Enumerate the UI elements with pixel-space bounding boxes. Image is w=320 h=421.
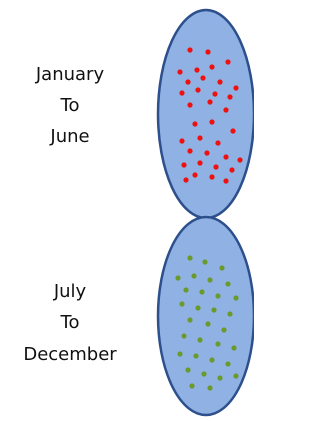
dot — [179, 138, 184, 143]
dot — [225, 281, 230, 286]
dot — [223, 154, 228, 159]
dot — [192, 121, 197, 126]
bottom-label-line: To — [60, 312, 80, 333]
dot — [219, 265, 224, 270]
dot — [205, 321, 210, 326]
dot — [221, 327, 226, 332]
dot — [195, 305, 200, 310]
dot — [181, 162, 186, 167]
dot — [193, 353, 198, 358]
bottom-label-line: December — [23, 344, 117, 365]
dot — [187, 47, 192, 52]
dot — [217, 375, 222, 380]
top-oval — [158, 10, 254, 218]
dot — [230, 128, 235, 133]
dot — [233, 373, 238, 378]
dot — [209, 357, 214, 362]
dot — [237, 157, 242, 162]
dot — [233, 85, 238, 90]
dot — [215, 341, 220, 346]
dot — [225, 361, 230, 366]
diagram: January To June July To December — [0, 0, 254, 421]
dot — [187, 102, 192, 107]
dot — [199, 289, 204, 294]
top-label-line: June — [49, 126, 89, 147]
dot — [181, 333, 186, 338]
dot — [197, 160, 202, 165]
dot — [215, 140, 220, 145]
dot — [209, 119, 214, 124]
dot — [177, 69, 182, 74]
dot — [223, 107, 228, 112]
dot — [187, 148, 192, 153]
dot — [215, 293, 220, 298]
dot — [217, 79, 222, 84]
dot — [225, 59, 230, 64]
dot — [200, 75, 205, 80]
dot — [212, 91, 217, 96]
dot — [183, 287, 188, 292]
dot — [202, 259, 207, 264]
dot — [213, 164, 218, 169]
dot — [207, 99, 212, 104]
dot — [223, 178, 228, 183]
dot — [175, 275, 180, 280]
dot — [209, 64, 214, 69]
dot — [207, 385, 212, 390]
dot — [187, 255, 192, 260]
dot — [177, 351, 182, 356]
dot — [229, 167, 234, 172]
dot — [211, 307, 216, 312]
dot — [205, 49, 210, 54]
dot — [227, 94, 232, 99]
dot — [233, 295, 238, 300]
dot — [231, 345, 236, 350]
dot — [185, 79, 190, 84]
dot — [191, 273, 196, 278]
dot — [207, 277, 212, 282]
dot — [197, 337, 202, 342]
dot — [209, 174, 214, 179]
dot — [192, 172, 197, 177]
dot — [187, 317, 192, 322]
dot — [185, 367, 190, 372]
dot — [204, 150, 209, 155]
dot — [189, 383, 194, 388]
dot — [179, 90, 184, 95]
dot — [194, 67, 199, 72]
dot — [227, 311, 232, 316]
dot — [183, 177, 188, 182]
dot — [197, 135, 202, 140]
bottom-label-line: July — [53, 281, 87, 302]
dot — [201, 371, 206, 376]
top-label-line: January — [35, 64, 105, 85]
top-label-line: To — [60, 95, 80, 116]
dot — [195, 87, 200, 92]
dot — [179, 301, 184, 306]
bottom-oval — [158, 217, 254, 415]
